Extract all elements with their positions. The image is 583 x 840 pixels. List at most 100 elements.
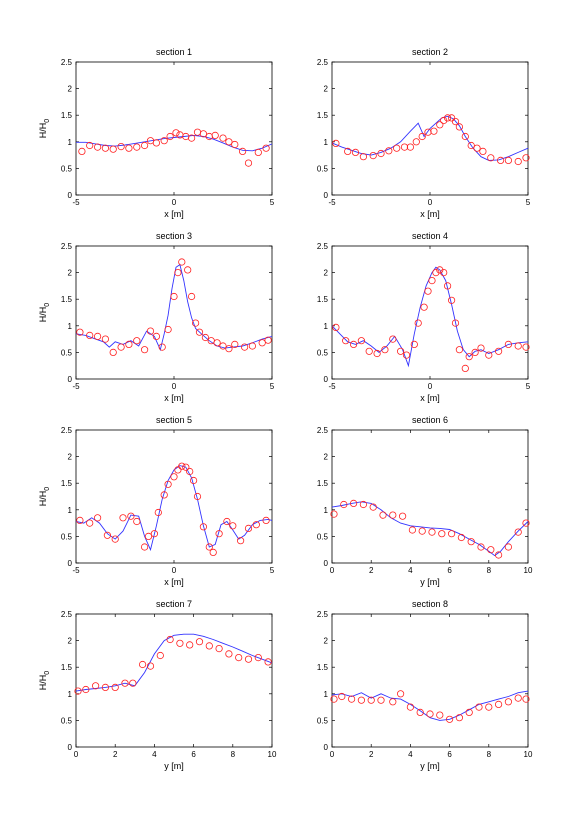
- measured-point: [193, 492, 202, 501]
- measured-point: [406, 703, 414, 711]
- plot-panel-6: section 6 0 2 4 6 8 10 0 0.5 1 1.5 2 2.5 y [m]: [317, 415, 533, 587]
- measured-point: [420, 303, 428, 311]
- x-tick-label: 2: [369, 750, 374, 759]
- measured-point: [351, 148, 360, 156]
- measured-point: [471, 348, 479, 356]
- measured-point: [170, 473, 178, 481]
- x-tick-label: 0: [74, 750, 79, 759]
- y-tick-label: 2: [68, 637, 73, 646]
- x-tick-label: 0: [330, 566, 335, 575]
- measured-point: [408, 526, 416, 534]
- y-tick-label: 1: [68, 138, 73, 147]
- measured-point: [219, 342, 227, 350]
- measured-point: [86, 519, 94, 527]
- x-axis-label: y [m]: [164, 761, 184, 771]
- measured-point: [101, 683, 110, 692]
- measured-point: [205, 543, 213, 551]
- y-axis-label-main: H/H: [38, 123, 48, 139]
- measured-point: [357, 696, 365, 704]
- axes-box: [331, 613, 529, 748]
- measured-point: [139, 660, 147, 669]
- y-tick-label: 0.5: [61, 716, 73, 725]
- x-tick-label: 10: [268, 750, 277, 759]
- measured-point: [82, 685, 90, 694]
- measured-point: [223, 517, 231, 526]
- plot-title: section 7: [156, 599, 192, 609]
- measured-point: [416, 708, 424, 717]
- measured-point: [522, 519, 530, 527]
- axes-box: [331, 245, 529, 380]
- measured-point: [192, 319, 200, 327]
- measured-point: [94, 143, 102, 151]
- measured-point: [487, 154, 495, 162]
- measured-point: [496, 156, 505, 164]
- measured-point: [262, 144, 270, 152]
- measured-point: [522, 695, 530, 703]
- measured-point: [504, 543, 512, 551]
- measured-point: [152, 139, 160, 147]
- measured-point: [330, 510, 338, 518]
- x-tick-label: 10: [524, 566, 533, 575]
- x-axis-label: x [m]: [420, 209, 440, 219]
- measured-point: [244, 655, 253, 663]
- measured-point: [211, 131, 219, 139]
- y-tick-label: 0.5: [61, 164, 73, 173]
- x-axis-label: y [m]: [420, 761, 440, 771]
- y-tick-label: 0.5: [317, 164, 329, 173]
- x-tick-label: 4: [408, 750, 413, 759]
- x-axis-label: y [m]: [420, 577, 440, 587]
- measured-point: [440, 116, 448, 125]
- measured-point: [379, 511, 387, 519]
- measured-point: [467, 141, 475, 150]
- measured-point: [248, 342, 256, 350]
- measured-point: [436, 121, 444, 129]
- measured-point: [440, 268, 448, 277]
- measured-point: [213, 339, 221, 347]
- measured-point: [522, 343, 530, 351]
- axes-box: [331, 429, 529, 564]
- y-tick-label: 2.5: [317, 610, 329, 619]
- plot-title: section 3: [156, 231, 192, 241]
- measured-point: [109, 145, 117, 153]
- measured-point: [451, 319, 460, 327]
- x-tick-label: 8: [487, 750, 492, 759]
- measured-point: [188, 292, 196, 301]
- measured-point: [447, 296, 456, 304]
- measured-point: [141, 543, 149, 551]
- measured-point: [244, 524, 253, 533]
- measured-point: [365, 347, 373, 355]
- measured-point: [133, 143, 141, 151]
- measured-point: [451, 118, 460, 126]
- plot-panel-3: section 3-5 0 500.511.522.5x [m]H/H0: [38, 231, 275, 403]
- measured-point: [377, 696, 385, 704]
- x-tick-label: 5: [270, 198, 275, 207]
- measured-point: [229, 522, 237, 530]
- measured-point: [184, 266, 192, 274]
- measured-point: [237, 537, 245, 545]
- measured-point: [144, 532, 153, 541]
- y-tick-label: 2: [68, 269, 73, 278]
- measured-point: [443, 282, 452, 290]
- y-tick-label: 0.5: [61, 532, 73, 541]
- measured-point: [125, 144, 133, 152]
- measured-point: [461, 364, 469, 372]
- measured-point: [332, 139, 340, 147]
- measured-point: [174, 268, 182, 277]
- y-tick-label: 1: [324, 138, 329, 147]
- measured-point: [455, 123, 463, 131]
- measured-point: [178, 258, 186, 266]
- measured-point: [111, 535, 119, 543]
- measured-point: [347, 695, 356, 703]
- measured-point: [176, 639, 184, 647]
- measured-point: [193, 128, 202, 136]
- y-tick-label: 2.5: [61, 426, 73, 435]
- measured-point: [215, 644, 223, 653]
- y-tick-label: 1.5: [317, 663, 329, 672]
- y-tick-label: 1.5: [317, 295, 329, 304]
- measured-point: [119, 514, 127, 522]
- measured-point: [369, 503, 377, 511]
- y-axis-label: H/H0: [38, 671, 51, 691]
- measured-point: [86, 141, 94, 150]
